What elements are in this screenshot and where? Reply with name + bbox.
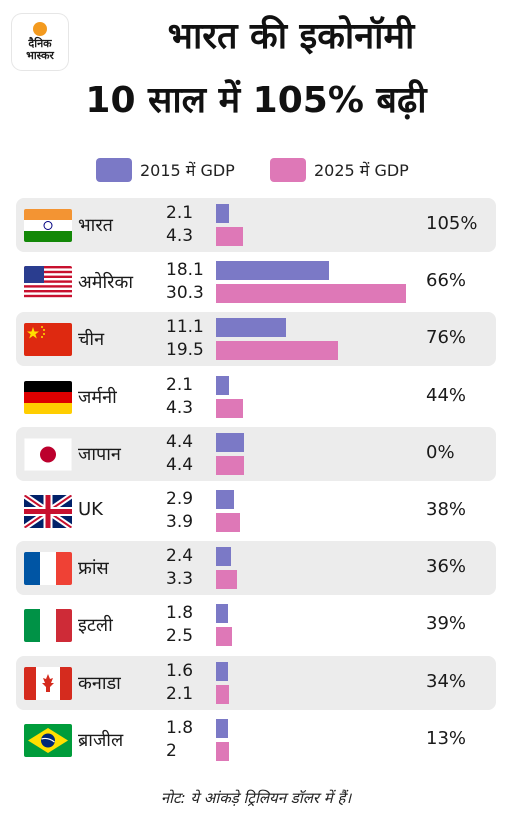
country-row: अमेरिका 18.1 30.3 66%: [16, 255, 496, 309]
gdp-2015-bar: [216, 490, 235, 509]
logo-line1: दैनिक: [28, 37, 52, 50]
growth-percent: 13%: [426, 727, 467, 749]
canada-flag: [24, 666, 72, 700]
gdp-2025-bar: [216, 227, 243, 246]
gdp-2025-label: 3.3: [166, 569, 194, 590]
legend-item-2025: 2025 में GDP: [270, 158, 409, 182]
gdp-2015-bar: [216, 604, 228, 624]
gdp-2025-bar: [216, 398, 243, 418]
gdp-2025-bar: [216, 455, 244, 475]
country-row: कनाडा 1.6 2.1 34%: [16, 655, 496, 710]
country-row: जर्मनी 2.1 4.3 44%: [16, 370, 496, 424]
footnote: नोट: ये आंकड़े ट्रिलियन डॉलर में हैं।: [160, 789, 352, 807]
country-row: UK 2.9 3.9 38%: [16, 484, 496, 538]
growth-percent: 105%: [426, 213, 478, 234]
gdp-2025-bar: [216, 570, 237, 590]
gdp-2025-label: 19.5: [166, 340, 204, 361]
gdp-2015-bar: [216, 718, 228, 738]
gdp-2025-bar: [216, 284, 406, 304]
country-row: चीन 11.1 19.5 76%: [16, 312, 496, 367]
country-name: फ्रांस: [78, 558, 109, 580]
germany-flag: [24, 380, 72, 414]
country-name: जर्मनी: [78, 386, 117, 408]
brazil-flag: [24, 723, 72, 757]
gdp-2015-label: 1.8: [166, 717, 194, 738]
legend: 2015 में GDP 2025 में GDP: [0, 158, 512, 186]
gdp-2025-label: 2: [166, 740, 177, 761]
country-name: जापान: [78, 443, 121, 465]
gdp-2015-bar: [216, 432, 244, 452]
growth-percent: 39%: [426, 613, 467, 635]
title-line2: 10 साल में 105% बढ़ी: [85, 80, 427, 121]
gdp-2025-label: 4.3: [166, 226, 194, 246]
gdp-2025-label: 2.1: [166, 683, 194, 704]
gdp-2015-label: 2.1: [166, 374, 194, 395]
legend-label-2015: 2015 में GDP: [140, 161, 235, 180]
japan-flag: [24, 437, 72, 471]
title-line1: भारत की इकोनॉमी: [167, 16, 415, 57]
gdp-2025-label: 3.9: [166, 512, 194, 532]
sun-icon: [33, 22, 47, 36]
growth-percent: 66%: [426, 270, 467, 292]
india-flag: [24, 209, 72, 242]
growth-percent: 0%: [426, 441, 455, 463]
gdp-2015-label: 1.6: [166, 660, 194, 681]
gdp-2015-bar: [216, 318, 286, 338]
gdp-2015-bar: [216, 204, 230, 223]
france-flag: [24, 552, 72, 586]
growth-percent: 44%: [426, 384, 467, 406]
gdp-2025-label: 30.3: [166, 283, 204, 304]
country-name: अमेरिका: [78, 272, 134, 294]
growth-percent: 34%: [426, 670, 467, 692]
gdp-2025-bar: [216, 684, 230, 704]
gdp-2015-label: 2.9: [166, 489, 194, 509]
gdp-2015-label: 18.1: [166, 260, 204, 281]
country-name: ब्राजील: [78, 729, 124, 751]
gdp-2025-label: 2.5: [166, 626, 194, 647]
legend-label-2025: 2025 में GDP: [314, 161, 409, 180]
country-row: फ्रांस 2.4 3.3 36%: [16, 541, 496, 596]
gdp-2015-bar: [216, 547, 232, 567]
gdp-2025-bar: [216, 341, 339, 361]
legend-swatch-2015: [96, 158, 132, 182]
gdp-2015-bar: [216, 661, 228, 681]
legend-swatch-2025: [270, 158, 306, 182]
legend-item-2015: 2015 में GDP: [96, 158, 235, 182]
country-row: जापान 4.4 4.4 0%: [16, 426, 496, 481]
country-row: ब्राजील 1.8 2 13%: [16, 713, 496, 767]
logo-line2: भास्कर: [26, 49, 54, 62]
gdp-2015-label: 2.1: [166, 203, 194, 223]
country-name: भारत: [78, 215, 113, 236]
uk-flag: [24, 495, 72, 528]
gdp-2015-label: 1.8: [166, 603, 194, 624]
growth-percent: 76%: [426, 327, 467, 349]
country-name: चीन: [78, 329, 105, 351]
growth-percent: 36%: [426, 556, 467, 578]
country-name: कनाडा: [78, 672, 121, 694]
usa-flag: [24, 266, 72, 300]
gdp-2025-bar: [216, 627, 232, 647]
country-row: भारत 2.1 4.3 105%: [16, 198, 496, 252]
italy-flag: [24, 609, 72, 643]
gdp-2025-bar: [216, 513, 241, 532]
country-row: इटली 1.8 2.5 39%: [16, 598, 496, 652]
gdp-2015-label: 2.4: [166, 546, 194, 567]
gdp-2015-label: 4.4: [166, 431, 194, 452]
gdp-2025-bar: [216, 741, 229, 761]
gdp-2015-bar: [216, 261, 330, 281]
gdp-2025-label: 4.4: [166, 454, 194, 475]
country-name: इटली: [78, 615, 113, 637]
gdp-2025-label: 4.3: [166, 397, 194, 418]
growth-percent: 38%: [426, 499, 467, 520]
country-name: UK: [78, 499, 103, 520]
china-flag: [24, 323, 72, 357]
dainik-bhaskar-logo: दैनिक भास्कर: [12, 14, 68, 70]
gdp-2015-label: 11.1: [166, 317, 204, 338]
gdp-2015-bar: [216, 375, 230, 395]
